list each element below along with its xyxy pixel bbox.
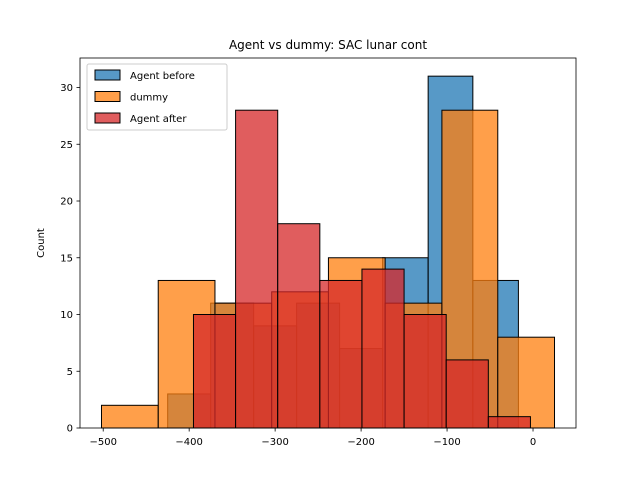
bar-agent-after-2	[277, 223, 321, 429]
legend-label-agent-before: Agent before	[130, 71, 195, 82]
y-tick-label: 15	[60, 253, 73, 264]
y-tick-label: 5	[67, 367, 73, 378]
x-axis: −500 −400 −300 −200 −100 0	[89, 428, 536, 448]
bar-agent-after-3	[319, 279, 363, 429]
bar-agent-after-4	[361, 268, 405, 429]
y-axis: 0 5 10 15 20 25 30	[60, 83, 80, 435]
legend-swatch-agent-before	[94, 69, 121, 81]
y-tick-label: 30	[60, 83, 73, 94]
legend-label-dummy: dummy	[130, 93, 168, 104]
x-tick-label: −300	[261, 437, 288, 448]
x-tick-label: −100	[433, 437, 460, 448]
bars-layer	[100, 75, 556, 429]
y-axis-label: Count	[36, 228, 47, 258]
x-tick-label: −400	[175, 437, 202, 448]
legend-swatch-agent-after	[94, 112, 121, 124]
bar-dummy-7	[497, 336, 556, 429]
x-tick-label: −500	[89, 437, 116, 448]
bar-agent-after-6	[445, 359, 489, 429]
chart-title: Agent vs dummy: SAC lunar cont	[229, 38, 427, 52]
y-tick-label: 10	[60, 310, 73, 321]
bar-agent-after-5	[403, 314, 447, 429]
plot-frame	[79, 57, 577, 429]
bar-agent-after-7	[487, 416, 531, 429]
y-tick-label: 25	[60, 140, 73, 151]
x-tick-label: −200	[347, 437, 374, 448]
bar-dummy-0	[100, 404, 159, 429]
legend-swatch-dummy	[94, 91, 121, 102]
x-tick-label: 0	[530, 437, 536, 448]
bar-agent-after-0	[192, 314, 237, 429]
bar-agent-after-1	[235, 109, 279, 429]
legend: Agent before dummy Agent after	[86, 63, 228, 131]
legend-label-agent-after: Agent after	[130, 114, 187, 125]
y-tick-label: 0	[67, 424, 73, 435]
legend-box	[86, 63, 228, 131]
y-tick-label: 20	[60, 197, 73, 208]
